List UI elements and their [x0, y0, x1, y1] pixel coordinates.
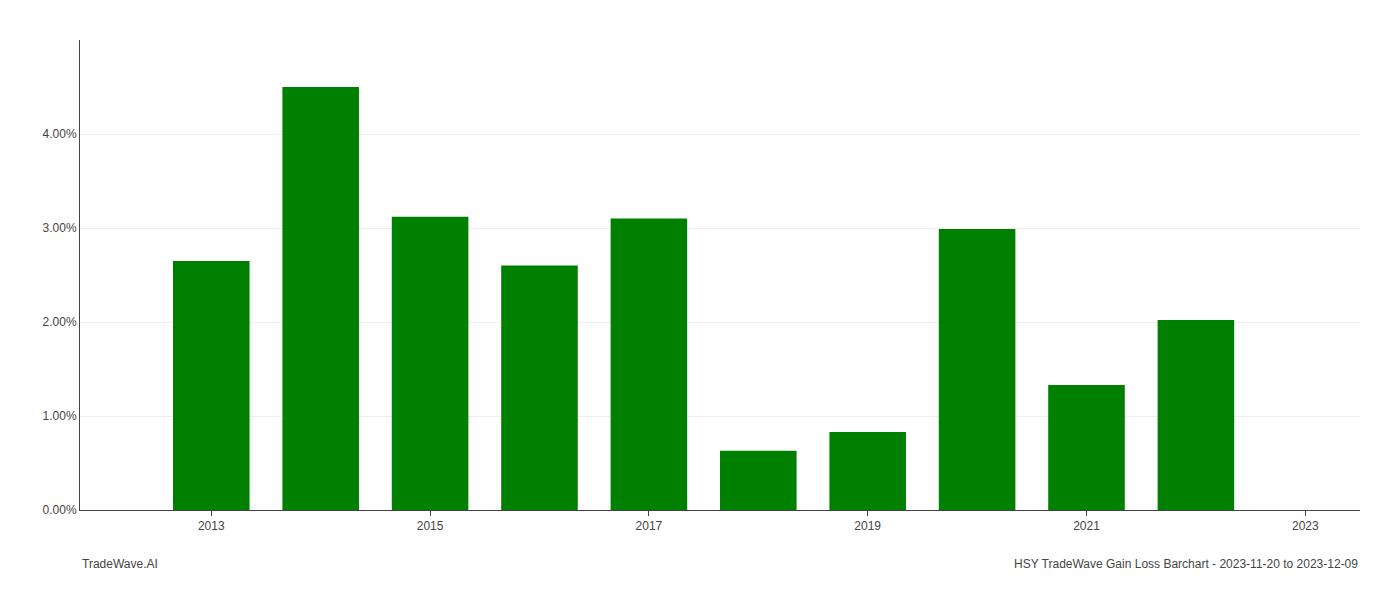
- svg-text:HSY TradeWave Gain Loss Barcha: HSY TradeWave Gain Loss Barchart - 2023-…: [1014, 557, 1358, 571]
- svg-text:2015: 2015: [417, 519, 444, 533]
- svg-text:3.00%: 3.00%: [43, 221, 77, 235]
- svg-text:2017: 2017: [636, 519, 663, 533]
- svg-text:TradeWave.AI: TradeWave.AI: [82, 557, 158, 571]
- svg-text:1.00%: 1.00%: [43, 409, 77, 423]
- svg-text:2.00%: 2.00%: [43, 315, 77, 329]
- svg-text:2019: 2019: [854, 519, 881, 533]
- svg-text:2023: 2023: [1292, 519, 1319, 533]
- svg-text:2013: 2013: [198, 519, 225, 533]
- svg-text:0.00%: 0.00%: [43, 503, 77, 517]
- svg-text:2021: 2021: [1073, 519, 1100, 533]
- svg-text:4.00%: 4.00%: [43, 127, 77, 141]
